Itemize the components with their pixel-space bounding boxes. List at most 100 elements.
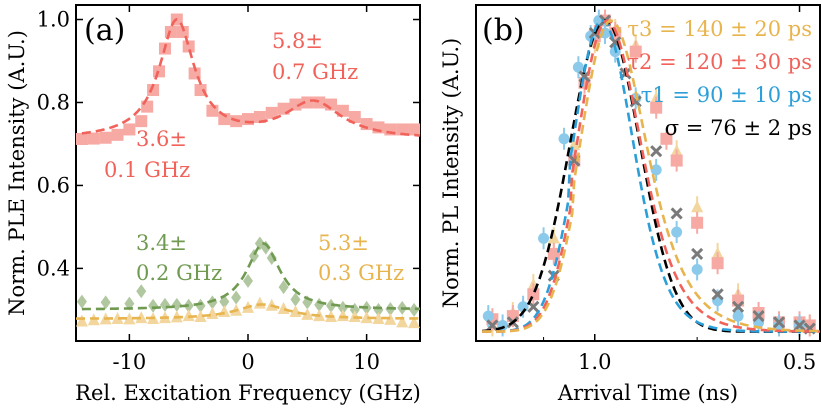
legend-tau3: τ3 = 140 ± 20 ps xyxy=(627,17,812,41)
x-tick-label: 0 xyxy=(241,350,254,374)
data-point-yellow xyxy=(182,309,195,322)
panel-b-ticks: 1.0 0.5 xyxy=(543,5,816,374)
data-point-yellow xyxy=(218,304,231,317)
data-point xyxy=(660,132,673,145)
x-tick-label: -10 xyxy=(112,350,146,374)
data-point-green xyxy=(337,300,348,315)
data-point-yellow xyxy=(301,307,314,320)
data-point-green xyxy=(373,302,384,317)
y-tick-label: 0.4 xyxy=(37,256,70,280)
data-point-green xyxy=(266,251,277,266)
annotation-red-peak1-line2: 0.1 GHz xyxy=(104,158,190,182)
data-point-green xyxy=(100,295,111,310)
y-tick-label: 0.8 xyxy=(37,90,70,114)
fit-line xyxy=(482,19,820,333)
data-point-yellow xyxy=(253,296,266,309)
x-tick-label: 10 xyxy=(353,350,380,374)
data-point-yellow xyxy=(336,309,349,322)
data-point xyxy=(711,288,724,301)
data-point xyxy=(670,207,683,220)
fit-line xyxy=(482,19,820,333)
data-point-green xyxy=(195,298,206,313)
data-point-red xyxy=(396,123,409,136)
data-point xyxy=(558,133,570,145)
data-point-green xyxy=(243,273,253,288)
panel-a-x-label: Rel. Excitation Frequency (GHz) xyxy=(75,381,421,405)
data-point xyxy=(671,226,683,238)
data-point-yellow xyxy=(75,314,88,327)
data-point-red xyxy=(253,111,266,123)
data-point-yellow xyxy=(111,312,124,325)
data-point xyxy=(691,200,704,213)
data-point-green xyxy=(159,297,170,312)
data-point-yellow xyxy=(396,315,409,328)
data-point-red xyxy=(135,115,148,128)
annotation-red-peak2-line1: 5.8± xyxy=(272,29,323,53)
legend-tau2: τ2 = 120 ± 30 ps xyxy=(627,50,812,74)
data-point-yellow xyxy=(206,307,219,320)
data-point-green xyxy=(409,302,420,317)
data-point-red xyxy=(289,98,302,111)
series-sigma xyxy=(486,14,816,335)
x-tick-label: 0.5 xyxy=(783,350,816,374)
data-point-red xyxy=(176,25,189,38)
data-point-green xyxy=(231,290,242,305)
legend-tau1: τ1 = 90 ± 10 ps xyxy=(641,83,812,107)
data-point-yellow xyxy=(408,316,421,329)
annotation-green-line1: 3.4± xyxy=(136,231,187,255)
data-point-yellow xyxy=(360,311,373,324)
data-point xyxy=(527,288,540,301)
data-point-yellow xyxy=(194,309,207,322)
fit-line-yellow xyxy=(76,303,420,320)
data-point-yellow xyxy=(123,312,136,325)
y-tick-label: 0.6 xyxy=(37,173,70,197)
data-point-red xyxy=(313,96,326,109)
data-point xyxy=(670,154,683,167)
series-red xyxy=(75,13,421,145)
data-point-red xyxy=(111,128,124,141)
data-point xyxy=(752,310,765,323)
data-point xyxy=(486,319,499,332)
data-point-green xyxy=(76,294,87,309)
data-point xyxy=(691,247,704,260)
data-point-green xyxy=(326,298,337,313)
panel-a-plot-area xyxy=(75,13,421,329)
fit-line xyxy=(482,19,821,333)
panel-a: -10 0 10 0.4 0.6 0.8 1.0 (a) Rel. Excitation F… xyxy=(5,4,421,405)
data-point-yellow xyxy=(348,309,361,322)
data-point-yellow xyxy=(135,311,148,324)
data-point xyxy=(803,319,816,332)
panel-b-x-label: Arrival Time (ns) xyxy=(557,381,738,405)
data-point-red xyxy=(123,123,136,136)
data-point-red xyxy=(87,132,100,145)
annotation-green-line2: 0.2 GHz xyxy=(136,261,222,285)
panel-a-y-label: Norm. PLE Intensity (A.U.) xyxy=(5,30,29,316)
data-point-red xyxy=(75,132,88,145)
legend-sigma: σ = 76 ± 2 ps xyxy=(665,116,812,140)
annotation-red-peak2-line2: 0.7 GHz xyxy=(272,60,358,84)
data-point-green xyxy=(278,280,289,295)
data-point xyxy=(711,257,724,270)
data-point xyxy=(547,231,560,244)
panel-b: 1.0 0.5 (b) Arrival Time (ns) Norm. PL In… xyxy=(439,4,821,405)
y-tick-label: 1.0 xyxy=(37,8,70,32)
data-point-red xyxy=(348,111,361,123)
panel-a-label: (a) xyxy=(84,13,125,48)
data-point xyxy=(629,45,642,58)
x-tick-label: 1.0 xyxy=(578,350,611,374)
data-point-green xyxy=(314,297,325,312)
series-yellow xyxy=(75,296,421,329)
data-point xyxy=(650,145,663,158)
data-point-red xyxy=(372,121,385,134)
data-point-red xyxy=(408,123,421,136)
data-point-yellow xyxy=(384,312,397,325)
data-point xyxy=(538,232,550,244)
data-point xyxy=(572,61,584,73)
data-point xyxy=(547,247,560,260)
data-point xyxy=(650,101,663,114)
panel-a-ticks: -10 0 10 0.4 0.6 0.8 1.0 xyxy=(37,5,420,374)
data-point xyxy=(772,316,786,329)
series-green xyxy=(76,236,420,317)
panel-b-plot-area xyxy=(481,9,821,337)
data-point xyxy=(650,164,662,176)
